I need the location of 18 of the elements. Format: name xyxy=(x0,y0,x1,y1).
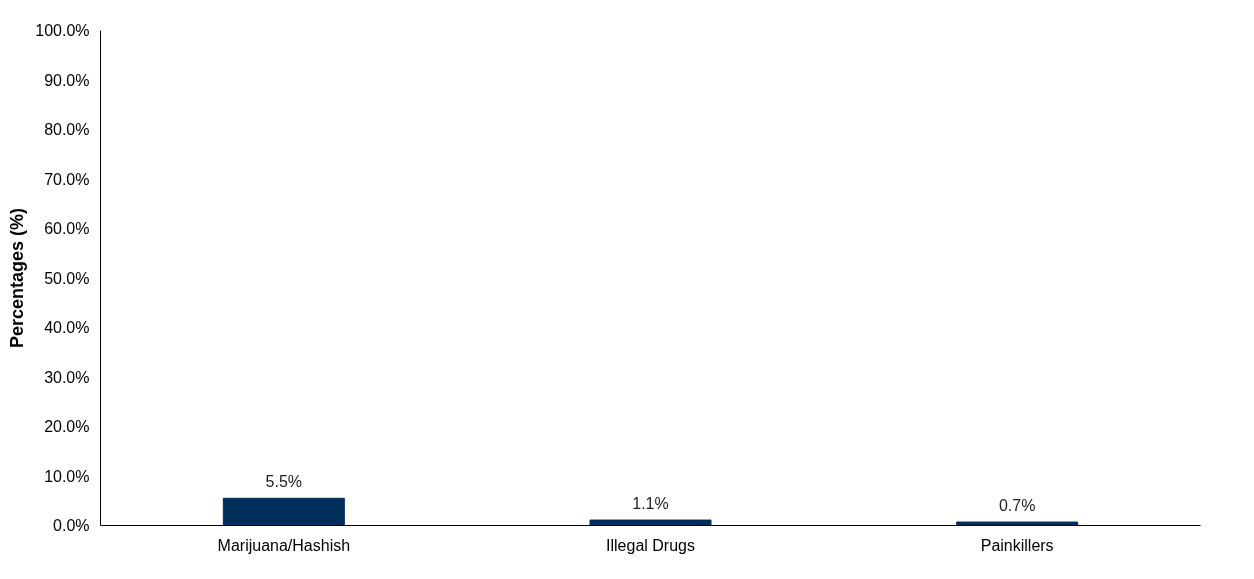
y-tick-label: 0.0% xyxy=(53,517,90,534)
y-tick-label: 90.0% xyxy=(44,71,90,89)
x-tick-label: Painkillers xyxy=(980,536,1054,554)
x-tick-label: Marijuana/Hashish xyxy=(217,536,351,554)
y-tick-label: 10.0% xyxy=(44,467,90,485)
data-label: 5.5% xyxy=(265,473,303,491)
data-label: 0.7% xyxy=(998,497,1036,515)
y-tick-label: 20.0% xyxy=(44,418,90,435)
y-axis-title: Percentages (%) xyxy=(7,207,28,349)
y-tick-label: 100.0% xyxy=(35,22,90,39)
y-tick-label: 80.0% xyxy=(44,121,90,138)
x-tick-label: Illegal Drugs xyxy=(606,536,695,554)
data-label: 1.1% xyxy=(632,495,669,513)
y-tick-label: 40.0% xyxy=(44,319,90,336)
y-tick-label: 60.0% xyxy=(44,220,90,237)
y-tick-label: 70.0% xyxy=(44,170,90,188)
y-tick-label: 50.0% xyxy=(44,269,90,287)
y-tick-label: 30.0% xyxy=(44,368,90,386)
